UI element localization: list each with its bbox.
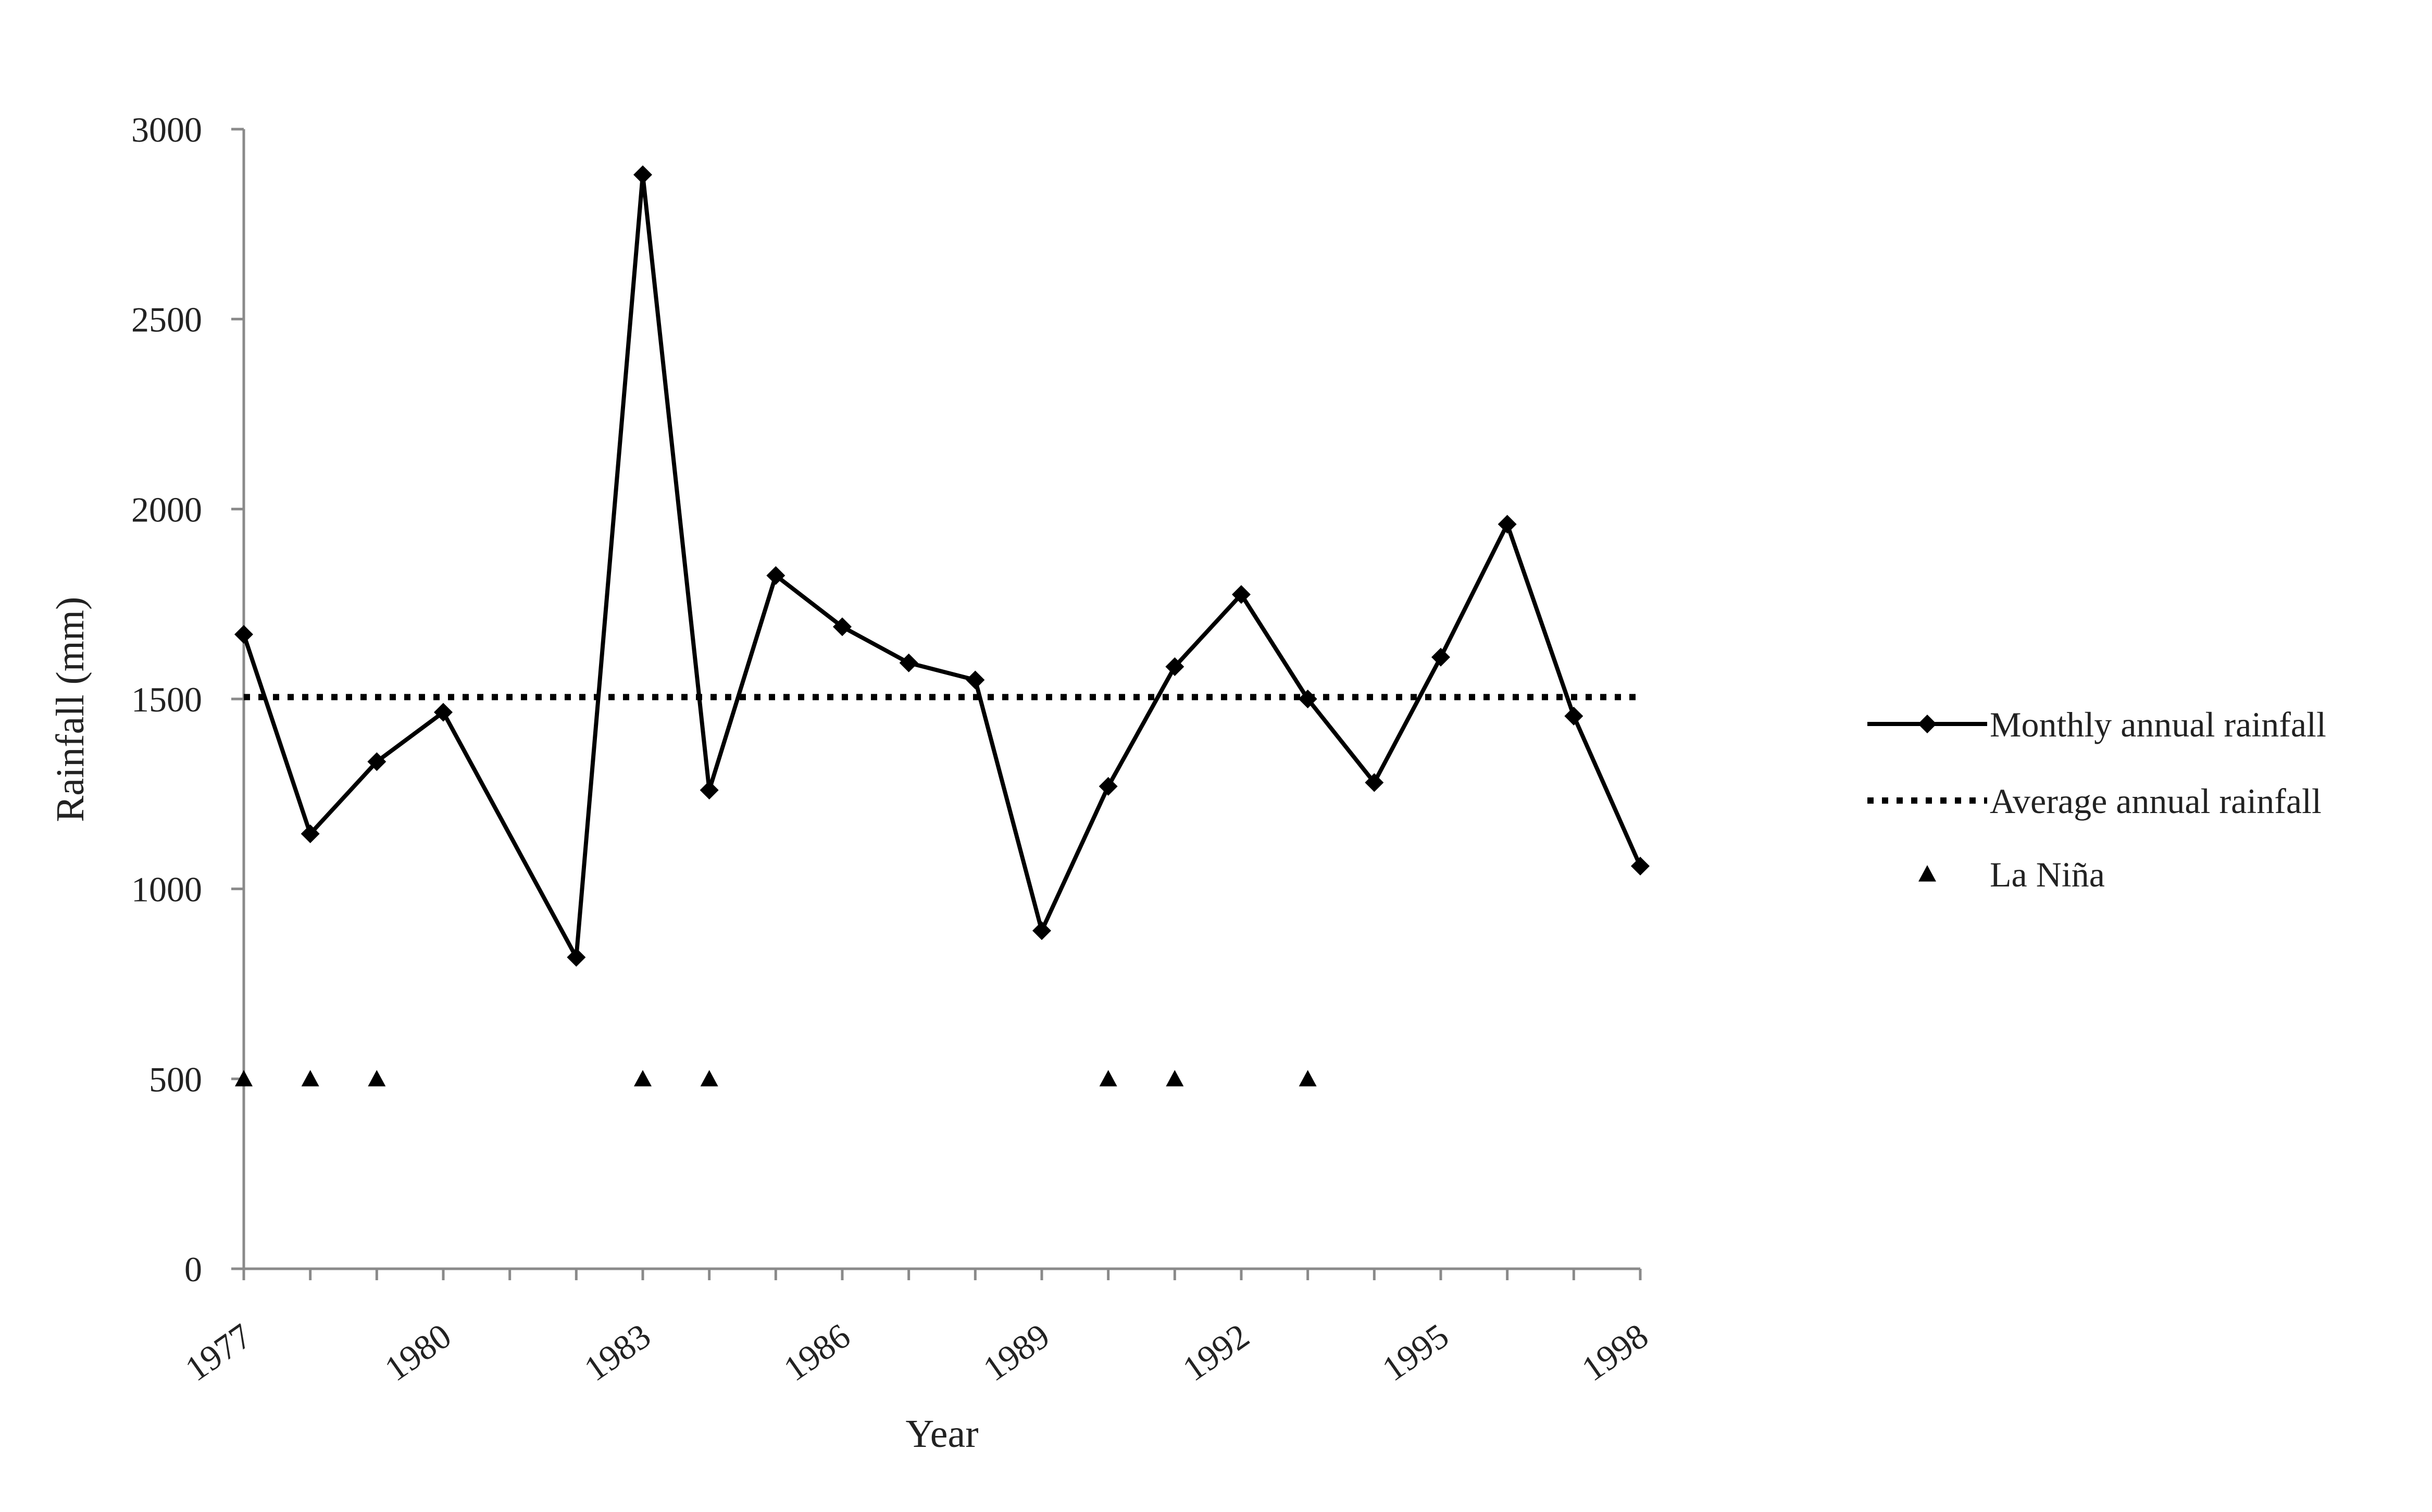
rainfall-point-1978 bbox=[301, 824, 320, 843]
rainfall-point-1994 bbox=[1365, 773, 1384, 792]
y-tick-label: 3000 bbox=[131, 110, 202, 149]
la-nina-marker-1978 bbox=[301, 1070, 319, 1086]
rainfall-point-1991 bbox=[1165, 657, 1184, 677]
rainfall-point-1989 bbox=[1032, 921, 1051, 940]
rainfall-point-1984 bbox=[700, 781, 719, 800]
y-tick-label: 2500 bbox=[131, 300, 202, 340]
y-tick-label: 2000 bbox=[131, 490, 202, 529]
rainfall-point-1990 bbox=[1099, 777, 1118, 796]
la-nina-marker-1983 bbox=[634, 1070, 652, 1086]
la-nina-marker-1979 bbox=[368, 1070, 386, 1086]
rainfall-point-1998 bbox=[1631, 856, 1650, 876]
rainfall-point-1983 bbox=[633, 165, 652, 184]
y-axis-title: Rainfall (mm) bbox=[48, 597, 92, 822]
la-nina-marker-1977 bbox=[235, 1070, 253, 1086]
legend-label-rainfall: Monthly annual rainfall bbox=[1990, 705, 2326, 744]
rainfall-point-1979 bbox=[367, 752, 386, 771]
legend-swatch-la-nina bbox=[1918, 865, 1936, 882]
legend-label-la-nina: La Niña bbox=[1990, 855, 2105, 894]
y-tick-label: 500 bbox=[149, 1059, 202, 1099]
rainfall-point-1977 bbox=[234, 625, 253, 644]
rainfall-point-1996 bbox=[1498, 515, 1517, 534]
legend-swatch-rainfall-marker bbox=[1918, 715, 1937, 733]
la-nina-marker-1993 bbox=[1299, 1070, 1317, 1086]
rainfall-point-1992 bbox=[1232, 585, 1251, 604]
rainfall-point-1997 bbox=[1564, 706, 1583, 726]
la-nina-marker-1991 bbox=[1166, 1070, 1184, 1086]
rainfall-point-1982 bbox=[567, 947, 586, 967]
rainfall-point-1988 bbox=[966, 670, 985, 690]
la-nina-marker-1984 bbox=[700, 1070, 718, 1086]
la-nina-marker-1990 bbox=[1099, 1070, 1117, 1086]
y-tick-label: 0 bbox=[184, 1249, 202, 1289]
rainfall-point-1986 bbox=[833, 617, 852, 636]
legend: Monthly annual rainfall Average annual ra… bbox=[1867, 705, 2326, 894]
y-tick-label: 1000 bbox=[131, 870, 202, 909]
y-tick-label: 1500 bbox=[131, 680, 202, 719]
rainfall-point-1987 bbox=[899, 653, 918, 672]
rainfall-point-1980 bbox=[434, 703, 453, 722]
rainfall-point-1985 bbox=[766, 566, 785, 585]
series-layer bbox=[234, 165, 1650, 1086]
rainfall-point-1993 bbox=[1298, 690, 1317, 708]
rainfall-point-1995 bbox=[1431, 647, 1450, 667]
legend-label-average: Average annual rainfall bbox=[1990, 781, 2322, 821]
x-axis-title: Year bbox=[905, 1412, 978, 1456]
